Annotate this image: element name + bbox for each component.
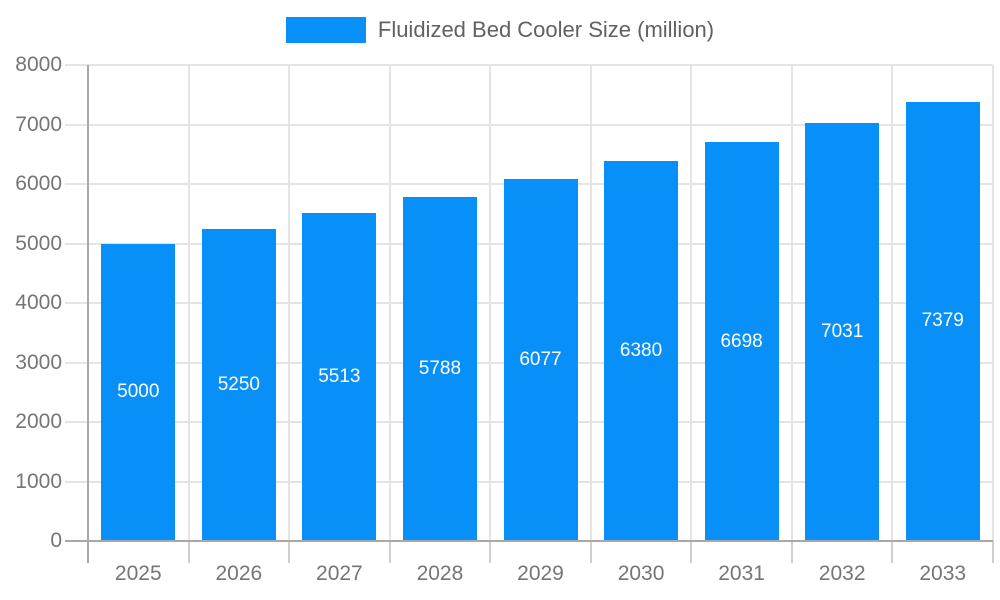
legend-swatch: [285, 17, 366, 43]
bar-value-label: 6077: [519, 349, 562, 371]
v-gridline: [891, 65, 894, 541]
x-tick-label: 2029: [517, 562, 564, 585]
bar-value-label: 5513: [318, 365, 361, 387]
bar[interactable]: [604, 161, 679, 541]
bar[interactable]: [905, 101, 980, 541]
v-gridline: [288, 65, 291, 541]
bar[interactable]: [302, 212, 377, 541]
v-gridline: [187, 65, 190, 541]
x-tick-label: 2026: [215, 562, 263, 585]
x-tick-label: 2028: [416, 562, 464, 585]
bar[interactable]: [805, 122, 880, 541]
v-gridline: [790, 65, 793, 541]
y-tick-label: 1000: [15, 469, 62, 493]
v-gridline: [489, 65, 492, 541]
x-tick-label: 2032: [818, 562, 866, 585]
legend-item[interactable]: Fluidized Bed Cooler Size (million): [285, 17, 715, 43]
y-tick-label: 8000: [15, 53, 62, 76]
bar-value-label: 6698: [720, 330, 763, 352]
x-axis-tick: [790, 541, 793, 563]
x-axis-tick: [288, 541, 291, 563]
x-tick-label: 2030: [617, 562, 665, 585]
x-tick-label: 2025: [114, 562, 162, 585]
h-gridline: [65, 64, 993, 66]
y-tick-label: 2000: [15, 410, 62, 433]
y-axis-line: [87, 65, 89, 563]
bar-value-label: 5788: [418, 357, 462, 379]
bar[interactable]: [503, 179, 578, 541]
bar-value-label: 7031: [821, 320, 864, 342]
x-tick-label: 2027: [316, 562, 363, 585]
bar-value-label: 7379: [921, 310, 964, 332]
y-tick-label: 3000: [15, 350, 62, 374]
x-axis-tick: [891, 541, 894, 563]
x-axis-tick: [489, 541, 492, 563]
y-tick-label: 7000: [15, 112, 62, 136]
bar[interactable]: [402, 196, 477, 541]
bar[interactable]: [704, 142, 779, 541]
bar-value-label: 5000: [117, 381, 160, 403]
v-gridline: [992, 65, 994, 541]
x-axis-tick: [388, 541, 391, 563]
x-axis-tick: [589, 541, 592, 563]
bar-value-label: 5250: [217, 373, 260, 395]
y-tick-label: 5000: [15, 231, 62, 255]
y-tick-label: 0: [50, 529, 62, 552]
v-gridline: [589, 65, 592, 541]
y-tick-label: 6000: [15, 172, 62, 195]
legend: Fluidized Bed Cooler Size (million): [0, 17, 1000, 43]
legend-label: Fluidized Bed Cooler Size (million): [377, 17, 715, 42]
bar[interactable]: [101, 243, 176, 541]
h-gridline: [65, 123, 993, 126]
x-axis-line: [65, 540, 993, 542]
x-axis-tick: [187, 541, 190, 563]
bar[interactable]: [201, 228, 276, 541]
v-gridline: [690, 65, 693, 541]
x-tick-label: 2031: [718, 562, 765, 585]
y-tick-label: 4000: [15, 291, 62, 314]
v-gridline: [388, 65, 391, 541]
x-axis-tick: [690, 541, 693, 563]
bar-value-label: 6380: [619, 340, 663, 362]
x-axis-tick: [992, 541, 994, 563]
x-tick-label: 2033: [919, 562, 967, 585]
